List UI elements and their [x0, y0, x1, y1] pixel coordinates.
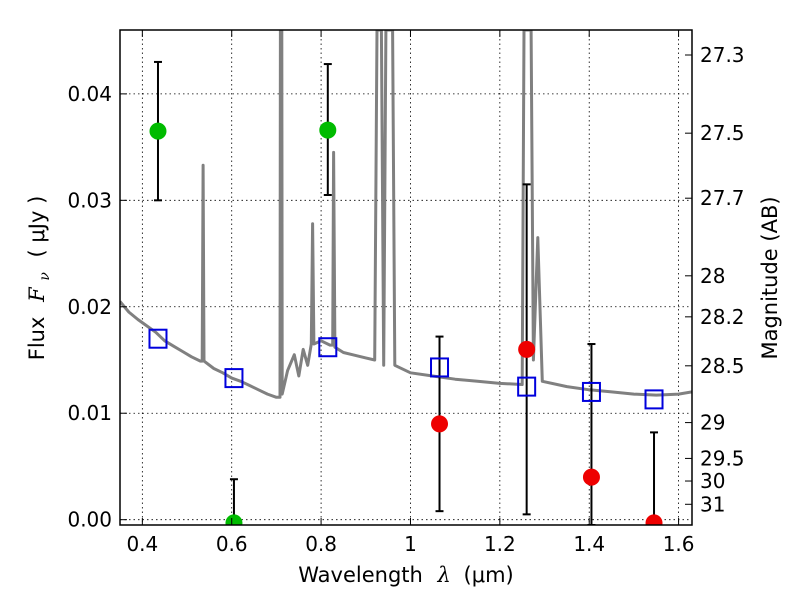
mag-tick-label: 28.5 — [700, 354, 745, 378]
red-data-point — [518, 340, 536, 358]
mag-tick-label: 29 — [700, 411, 725, 435]
x-axis-label-text: Wavelength — [298, 563, 423, 587]
red-data-point — [645, 514, 663, 525]
ticks: 0.4 0.6 0.8 1 1.2 1.4 1.6 0.00 0.01 0.02 0.03 0.04 2… — [67, 30, 745, 556]
x-axis-label-unit: (μm) — [464, 563, 514, 587]
y-tick-label: 0.00 — [67, 508, 112, 532]
y-tick-label: 0.01 — [67, 401, 112, 425]
y-tick-label: 0.03 — [67, 188, 112, 212]
y-axis-label-unit: ( μJy ) — [25, 196, 49, 258]
y-axis-label: Flux F ν ( μJy ) — [25, 196, 54, 361]
magnitude-axis-label: Magnitude (AB) — [758, 196, 782, 359]
y-axis-label-subscript: ν — [37, 272, 53, 281]
mag-tick-label: 27.3 — [700, 43, 745, 67]
green-data-point — [149, 122, 167, 140]
x-tick-label: 0.4 — [126, 532, 158, 556]
x-tick-label: 1.6 — [663, 532, 695, 556]
y-axis-label-text: Flux — [25, 317, 49, 361]
x-tick-label: 0.6 — [216, 532, 248, 556]
plot-area — [120, 30, 692, 525]
blue-model-square — [430, 357, 450, 378]
x-axis-label-symbol: λ — [437, 563, 451, 587]
mag-tick-label: 27.5 — [700, 121, 745, 145]
red-data-point — [431, 415, 449, 433]
blue-model-square — [517, 376, 537, 397]
green-data-point — [225, 514, 243, 525]
mag-tick-label: 27.7 — [700, 186, 745, 210]
y-axis-label-symbol: F — [25, 286, 49, 303]
mag-tick-label: 29.5 — [700, 446, 745, 470]
blue-model-square — [148, 328, 168, 349]
x-axis-label: Wavelength λ (μm) — [298, 563, 513, 587]
x-tick-label: 1.2 — [484, 532, 516, 556]
x-tick-label: 1.4 — [573, 532, 605, 556]
mag-tick-label: 31 — [700, 492, 725, 516]
y-tick-label: 0.02 — [67, 295, 112, 319]
grid — [120, 30, 692, 525]
mag-tick-label: 28.2 — [700, 305, 745, 329]
x-tick-label: 0.8 — [305, 532, 337, 556]
x-tick-label: 1 — [404, 532, 417, 556]
model-spectrum-line — [120, 30, 692, 399]
plot-frame — [119, 29, 693, 526]
blue-model-square — [224, 368, 244, 389]
blue-model-square — [318, 337, 338, 358]
mag-tick-label: 28 — [700, 264, 725, 288]
y-tick-label: 0.04 — [67, 82, 112, 106]
green-data-point — [319, 121, 337, 139]
red-data-point — [582, 468, 600, 486]
blue-model-square — [644, 389, 664, 410]
blue-model-square — [581, 381, 601, 402]
mag-tick-label: 30 — [700, 469, 725, 493]
